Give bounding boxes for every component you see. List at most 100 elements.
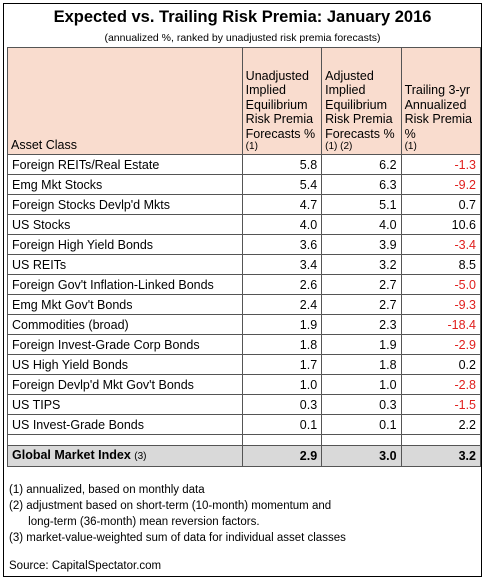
trailing-cell: -9.3: [400, 294, 482, 315]
adjusted-cell: 1.9: [321, 334, 402, 355]
trailing-cell: 8.5: [400, 254, 482, 275]
global-adjusted: 3.0: [321, 445, 402, 467]
trailing-cell: -18.4: [400, 314, 482, 335]
global-label: Global Market Index: [12, 448, 131, 462]
adjusted-cell: 3.9: [321, 234, 402, 255]
trailing-cell: -1.3: [400, 154, 482, 175]
trailing-cell: 0.7: [400, 194, 482, 215]
header-adjusted-label: Adjusted Implied Equilibrium Risk Premia…: [325, 68, 395, 141]
asset-class-cell: Foreign Gov't Inflation-Linked Bonds: [7, 274, 243, 295]
unadjusted-cell: 3.6: [241, 234, 323, 255]
adjusted-cell: 1.8: [321, 354, 402, 375]
unadjusted-cell: 1.7: [241, 354, 323, 375]
header-adjusted: Adjusted Implied Equilibrium Risk Premia…: [321, 47, 402, 155]
adjusted-cell: 5.1: [321, 194, 402, 215]
table-row: US High Yield Bonds 1.7 1.8 0.2: [7, 354, 482, 375]
risk-premia-table-panel: Expected vs. Trailing Risk Premia: Janua…: [3, 3, 482, 577]
trailing-cell: -2.9: [400, 334, 482, 355]
table-subtitle: (annualized %, ranked by unadjusted risk…: [104, 32, 381, 44]
adjusted-cell: 2.3: [321, 314, 402, 335]
spacer-row: [7, 434, 482, 446]
header-row: Asset Class Unadjusted Implied Equilibri…: [7, 47, 482, 155]
table-row: Commodities (broad) 1.9 2.3 -18.4: [7, 314, 482, 335]
asset-class-cell: Emg Mkt Gov't Bonds: [7, 294, 243, 315]
trailing-cell: -2.8: [400, 374, 482, 395]
footnote-2-continued: long-term (36-month) mean reversion fact…: [9, 516, 260, 528]
table-row: US Invest-Grade Bonds 0.1 0.1 2.2: [7, 414, 482, 435]
global-label-cell: Global Market Index (3): [7, 445, 243, 467]
trailing-cell: -1.5: [400, 394, 482, 415]
global-note: (3): [134, 451, 147, 462]
asset-class-cell: Foreign Invest-Grade Corp Bonds: [7, 334, 243, 355]
adjusted-cell: 0.1: [321, 414, 402, 435]
table-row: Foreign Stocks Devlp'd Mkts 4.7 5.1 0.7: [7, 194, 482, 215]
unadjusted-cell: 4.7: [241, 194, 323, 215]
unadjusted-cell: 1.8: [241, 334, 323, 355]
table-row: Foreign REITs/Real Estate 5.8 6.2 -1.3: [7, 154, 482, 175]
adjusted-cell: 6.3: [321, 174, 402, 195]
asset-class-cell: Foreign REITs/Real Estate: [7, 154, 243, 175]
header-trailing: Trailing 3-yr Annualized Risk Premia % (…: [400, 47, 482, 155]
table-row: Emg Mkt Stocks 5.4 6.3 -9.2: [7, 174, 482, 195]
asset-class-cell: US Invest-Grade Bonds: [7, 414, 243, 435]
header-unadjusted-label: Unadjusted Implied Equilibrium Risk Prem…: [245, 68, 316, 141]
unadjusted-cell: 0.3: [241, 394, 323, 415]
header-adjusted-note: (1) (2): [325, 141, 353, 152]
trailing-cell: 10.6: [400, 214, 482, 235]
unadjusted-cell: 4.0: [241, 214, 323, 235]
trailing-cell: 2.2: [400, 414, 482, 435]
unadjusted-cell: 1.0: [241, 374, 323, 395]
trailing-cell: -5.0: [400, 274, 482, 295]
adjusted-cell: 2.7: [321, 294, 402, 315]
adjusted-cell: 1.0: [321, 374, 402, 395]
table-row: Foreign Devlp'd Mkt Gov't Bonds 1.0 1.0 -2.…: [7, 374, 482, 395]
unadjusted-cell: 3.4: [241, 254, 323, 275]
adjusted-cell: 2.7: [321, 274, 402, 295]
trailing-cell: -9.2: [400, 174, 482, 195]
footnote-1: (1) annualized, based on monthly data: [9, 484, 205, 496]
table-row: US REITs 3.4 3.2 8.5: [7, 254, 482, 275]
adjusted-cell: 6.2: [321, 154, 402, 175]
unadjusted-cell: 2.6: [241, 274, 323, 295]
asset-class-cell: Commodities (broad): [7, 314, 243, 335]
unadjusted-cell: 0.1: [241, 414, 323, 435]
asset-class-cell: Emg Mkt Stocks: [7, 174, 243, 195]
asset-class-cell: US High Yield Bonds: [7, 354, 243, 375]
global-unadjusted: 2.9: [241, 445, 323, 467]
header-unadjusted-note: (1): [245, 141, 258, 152]
header-unadjusted: Unadjusted Implied Equilibrium Risk Prem…: [241, 47, 323, 155]
header-trailing-note: (1): [404, 141, 417, 152]
risk-premia-table: Asset Class Unadjusted Implied Equilibri…: [7, 47, 482, 467]
unadjusted-cell: 5.4: [241, 174, 323, 195]
trailing-cell: -3.4: [400, 234, 482, 255]
asset-class-cell: Foreign High Yield Bonds: [7, 234, 243, 255]
footnote-2: (2) adjustment based on short-term (10-m…: [9, 500, 332, 512]
table-row: US TIPS 0.3 0.3 -1.5: [7, 394, 482, 415]
adjusted-cell: 3.2: [321, 254, 402, 275]
header-asset-class: Asset Class: [7, 47, 243, 155]
table-row: Emg Mkt Gov't Bonds 2.4 2.7 -9.3: [7, 294, 482, 315]
unadjusted-cell: 2.4: [241, 294, 323, 315]
source-line: Source: CapitalSpectator.com: [9, 560, 162, 572]
asset-class-cell: Foreign Stocks Devlp'd Mkts: [7, 194, 243, 215]
adjusted-cell: 4.0: [321, 214, 402, 235]
asset-class-cell: US Stocks: [7, 214, 243, 235]
global-market-index-row: Global Market Index (3) 2.9 3.0 3.2: [7, 445, 482, 467]
trailing-cell: 0.2: [400, 354, 482, 375]
table-row: Foreign Gov't Inflation-Linked Bonds 2.6 2…: [7, 274, 482, 295]
unadjusted-cell: 1.9: [241, 314, 323, 335]
table-body: Foreign REITs/Real Estate 5.8 6.2 -1.3 Emg M…: [7, 154, 482, 435]
table-row: Foreign Invest-Grade Corp Bonds 1.8 1.9 -2.…: [7, 334, 482, 355]
unadjusted-cell: 5.8: [241, 154, 323, 175]
footnotes: (1) annualized, based on monthly data (2…: [9, 482, 346, 546]
asset-class-cell: Foreign Devlp'd Mkt Gov't Bonds: [7, 374, 243, 395]
header-trailing-label: Trailing 3-yr Annualized Risk Premia %: [404, 83, 472, 141]
table-row: US Stocks 4.0 4.0 10.6: [7, 214, 482, 235]
adjusted-cell: 0.3: [321, 394, 402, 415]
footnote-3: (3) market-value-weighted sum of data fo…: [9, 532, 346, 544]
table-row: Foreign High Yield Bonds 3.6 3.9 -3.4: [7, 234, 482, 255]
asset-class-cell: US TIPS: [7, 394, 243, 415]
asset-class-cell: US REITs: [7, 254, 243, 275]
table-title: Expected vs. Trailing Risk Premia: Janua…: [53, 8, 432, 26]
global-trailing: 3.2: [400, 445, 482, 467]
